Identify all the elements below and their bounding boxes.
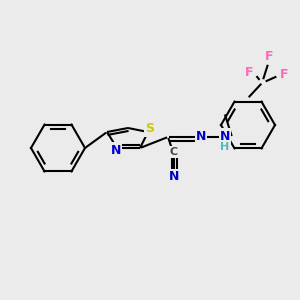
Text: S: S bbox=[146, 122, 154, 136]
Text: C: C bbox=[170, 147, 178, 157]
Text: N: N bbox=[220, 130, 230, 142]
Text: N: N bbox=[169, 170, 179, 184]
Text: N: N bbox=[111, 143, 121, 157]
Text: F: F bbox=[280, 68, 288, 82]
Text: H: H bbox=[220, 142, 230, 152]
Text: F: F bbox=[265, 50, 273, 62]
Text: N: N bbox=[196, 130, 206, 143]
Text: F: F bbox=[245, 67, 253, 80]
